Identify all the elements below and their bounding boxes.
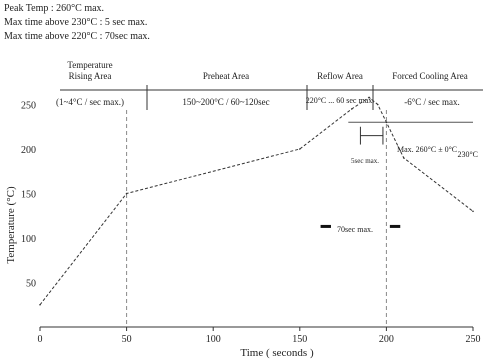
- x-axis-label: Time ( seconds ): [240, 347, 314, 359]
- spec-notes: Peak Temp : 260°C max. Max time above 23…: [4, 2, 150, 44]
- level-230-label: 230°C: [457, 150, 478, 159]
- note-max-time-220: Max time above 220°C : 70sec max.: [4, 31, 150, 42]
- zone-reflow-label: Reflow Area: [317, 71, 363, 81]
- zone-rising-label-2: Rising Area: [69, 71, 112, 81]
- annotations: Max. 260°C ± 0°C 230°C 5sec max. 70sec m…: [337, 145, 478, 234]
- y-tick-label: 150: [21, 190, 36, 201]
- profile-point: [402, 157, 405, 159]
- zone-preheat-label: Preheat Area: [203, 71, 249, 81]
- x-tick-label: 50: [122, 334, 132, 345]
- peak-annotation: Max. 260°C ± 0°C: [397, 145, 457, 154]
- profile-point: [472, 210, 474, 213]
- profile-point: [368, 96, 370, 99]
- zone-rising-label-1: Temperature: [67, 60, 112, 70]
- zone-cooling-range: -6°C / sec max.: [404, 97, 460, 107]
- note-max-time-230: Max time above 230°C : 5 sec max.: [4, 17, 148, 28]
- y-tick-label: 250: [21, 101, 36, 112]
- x-tick-label: 150: [292, 334, 307, 345]
- note-peak-temp: Peak Temp : 260°C max.: [4, 3, 105, 14]
- y-tick-label: 100: [21, 234, 36, 245]
- zone-reflow-range: 220°C ... 60 sec max.: [306, 96, 375, 105]
- time-span-annotation: 70sec max.: [337, 225, 373, 234]
- profile-point: [299, 148, 301, 150]
- x-tick-label: 200: [379, 334, 394, 345]
- profile-point: [350, 108, 353, 110]
- y-tick-label: 200: [21, 145, 36, 156]
- hold-annotation: 5sec max.: [351, 157, 379, 165]
- y-tick-label: 50: [26, 279, 36, 290]
- series: [39, 96, 474, 306]
- zone-cooling-label: Forced Cooling Area: [392, 71, 468, 81]
- profile-line: [39, 96, 474, 306]
- profile-point: [385, 121, 388, 124]
- zone-rising-range: (1~4°C / sec max.): [56, 97, 124, 107]
- zone-preheat-range: 150~200°C / 60~120sec: [182, 97, 269, 107]
- profile-point: [39, 303, 41, 306]
- x-tick-label: 250: [466, 334, 481, 345]
- x-tick-label: 100: [206, 334, 221, 345]
- zone-header: Temperature Rising Area (1~4°C / sec max…: [56, 60, 483, 110]
- axes: 0 50 100 150 200 250 50 100 150 200 250: [21, 101, 481, 346]
- profile-point: [125, 192, 128, 195]
- y-axis-label: Temperature (°C): [5, 186, 17, 264]
- guides: [126, 110, 473, 327]
- profile-point: [376, 103, 379, 106]
- x-tick-label: 0: [38, 334, 43, 345]
